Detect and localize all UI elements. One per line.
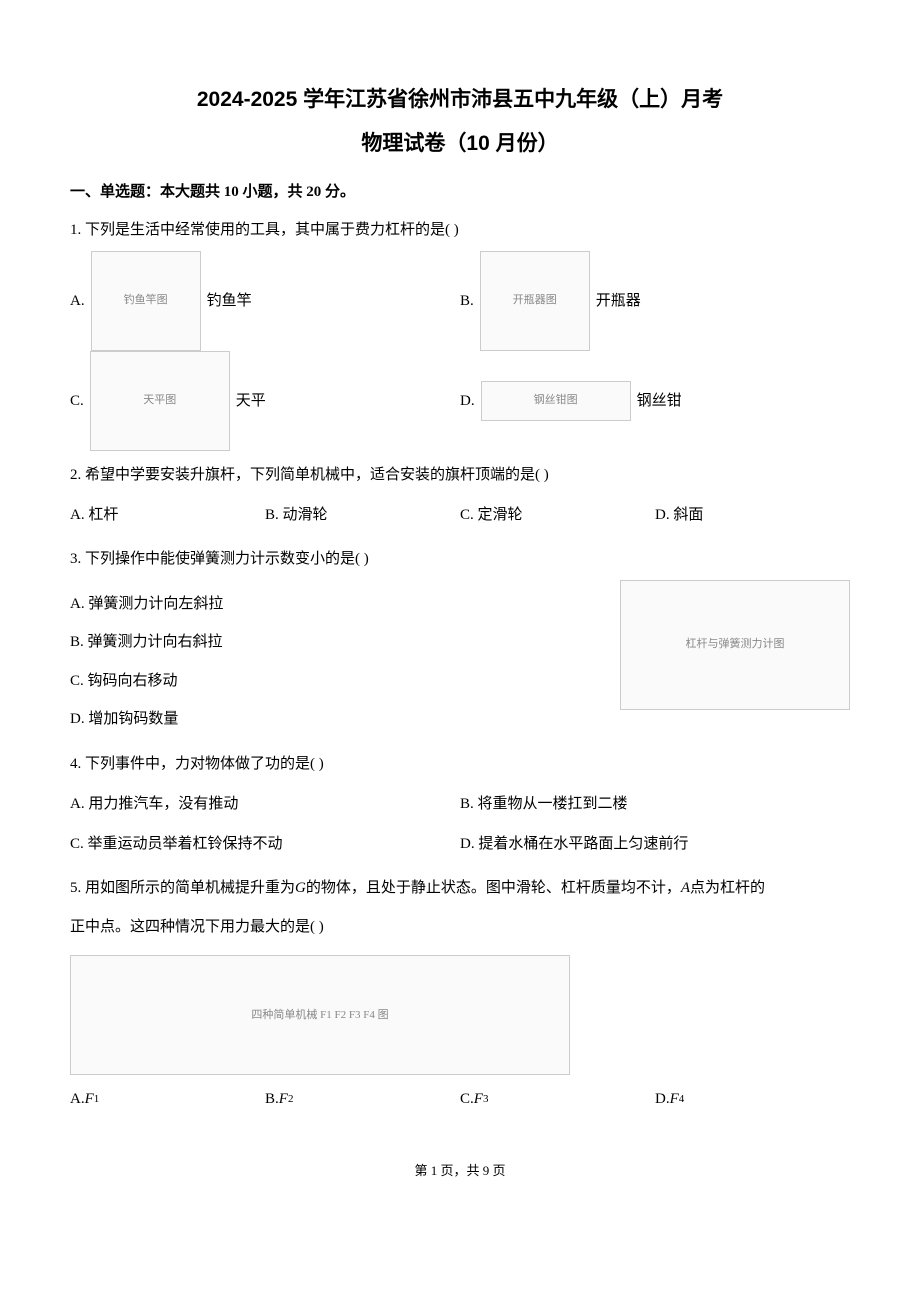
q2-option-c: C. 定滑轮 bbox=[460, 495, 655, 535]
title-line-2: 物理试卷（10 月份） bbox=[70, 124, 850, 164]
q4-row-2: C. 举重运动员举着杠铃保持不动 D. 提着水桶在水平路面上匀速前行 bbox=[70, 824, 850, 864]
lever-spring-scale-icon: 杠杆与弹簧测力计图 bbox=[620, 580, 850, 710]
q1-caption-b: 开瓶器 bbox=[596, 287, 641, 316]
q4-option-c: C. 举重运动员举着杠铃保持不动 bbox=[70, 824, 460, 864]
section-heading: 一、单选题：本大题共 10 小题，共 20 分。 bbox=[70, 178, 850, 207]
q5-f-a: F bbox=[85, 1085, 94, 1114]
q5-stem-p3: 点为杠杆的 bbox=[690, 880, 765, 896]
q5-option-a: A. F1 bbox=[70, 1079, 265, 1119]
q2-stem: 2. 希望中学要安装升旗杆，下列简单机械中，适合安装的旗杆顶端的是( ) bbox=[70, 461, 850, 490]
q1-label-c: C. bbox=[70, 387, 84, 416]
q5-sub-c: 3 bbox=[483, 1089, 489, 1110]
q2-options: A. 杠杆 B. 动滑轮 C. 定滑轮 D. 斜面 bbox=[70, 495, 850, 535]
q5-stem-p2: 的物体，且处于静止状态。图中滑轮、杠杆质量均不计， bbox=[306, 880, 681, 896]
q5-stem-line2: 正中点。这四种情况下用力最大的是( ) bbox=[70, 913, 850, 942]
q4-option-d: D. 提着水桶在水平路面上匀速前行 bbox=[460, 824, 850, 864]
q1-label-a: A. bbox=[70, 287, 85, 316]
q5-option-b: B. F2 bbox=[265, 1079, 460, 1119]
q5-point-a: A bbox=[681, 880, 690, 896]
q1-label-d: D. bbox=[460, 387, 475, 416]
q1-option-a: A. 钓鱼竿图 钓鱼竿 bbox=[70, 251, 460, 351]
bottle-opener-icon: 开瓶器图 bbox=[480, 251, 590, 351]
q1-row-2: C. 天平图 天平 D. 钢丝钳图 钢丝钳 bbox=[70, 351, 850, 451]
title-line-1: 2024-2025 学年江苏省徐州市沛县五中九年级（上）月考 bbox=[70, 80, 850, 120]
q5-sub-d: 4 bbox=[679, 1089, 685, 1110]
q4-option-a: A. 用力推汽车，没有推动 bbox=[70, 784, 460, 824]
q5-label-a: A. bbox=[70, 1085, 85, 1114]
q3-block: 杠杆与弹簧测力计图 A. 弹簧测力计向左斜拉 B. 弹簧测力计向右斜拉 C. 钩… bbox=[70, 580, 850, 740]
q1-caption-a: 钓鱼竿 bbox=[207, 287, 252, 316]
q5-f-b: F bbox=[279, 1085, 288, 1114]
q5-sub-a: 1 bbox=[94, 1089, 100, 1110]
q1-label-b: B. bbox=[460, 287, 474, 316]
q5-options: A. F1 B. F2 C. F3 D. F4 bbox=[70, 1079, 850, 1119]
q5-label-d: D. bbox=[655, 1085, 670, 1114]
q1-row-1: A. 钓鱼竿图 钓鱼竿 B. 开瓶器图 开瓶器 bbox=[70, 251, 850, 351]
q2-option-b: B. 动滑轮 bbox=[265, 495, 460, 535]
q5-stem: 5. 用如图所示的简单机械提升重为G的物体，且处于静止状态。图中滑轮、杠杆质量均… bbox=[70, 874, 850, 903]
q5-label-c: C. bbox=[460, 1085, 474, 1114]
page-footer: 第 1 页，共 9 页 bbox=[70, 1159, 850, 1184]
balance-scale-icon: 天平图 bbox=[90, 351, 230, 451]
q1-option-c: C. 天平图 天平 bbox=[70, 351, 460, 451]
q1-option-d: D. 钢丝钳图 钢丝钳 bbox=[460, 381, 850, 421]
q5-f-d: F bbox=[670, 1085, 679, 1114]
q5-sub-b: 2 bbox=[288, 1089, 294, 1110]
q4-row-1: A. 用力推汽车，没有推动 B. 将重物从一楼扛到二楼 bbox=[70, 784, 850, 824]
q1-caption-c: 天平 bbox=[236, 387, 266, 416]
q2-option-a: A. 杠杆 bbox=[70, 495, 265, 535]
q1-caption-d: 钢丝钳 bbox=[637, 387, 682, 416]
q5-option-c: C. F3 bbox=[460, 1079, 655, 1119]
q4-stem: 4. 下列事件中，力对物体做了功的是( ) bbox=[70, 750, 850, 779]
q1-stem: 1. 下列是生活中经常使用的工具，其中属于费力杠杆的是( ) bbox=[70, 216, 850, 245]
q5-stem-p1: 5. 用如图所示的简单机械提升重为 bbox=[70, 880, 295, 896]
fishing-rod-icon: 钓鱼竿图 bbox=[91, 251, 201, 351]
q3-stem: 3. 下列操作中能使弹簧测力计示数变小的是( ) bbox=[70, 545, 850, 574]
pliers-icon: 钢丝钳图 bbox=[481, 381, 631, 421]
q5-option-d: D. F4 bbox=[655, 1079, 850, 1119]
q2-option-d: D. 斜面 bbox=[655, 495, 850, 535]
q4-option-b: B. 将重物从一楼扛到二楼 bbox=[460, 784, 850, 824]
q5-var-g: G bbox=[295, 880, 306, 896]
q5-label-b: B. bbox=[265, 1085, 279, 1114]
q1-option-b: B. 开瓶器图 开瓶器 bbox=[460, 251, 850, 351]
four-machines-icon: 四种简单机械 F1 F2 F3 F4 图 bbox=[70, 955, 570, 1075]
q5-f-c: F bbox=[474, 1085, 483, 1114]
